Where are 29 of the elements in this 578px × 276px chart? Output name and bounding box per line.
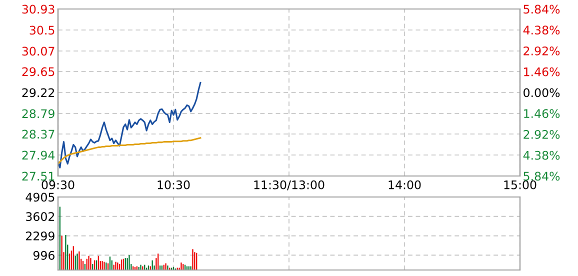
y-tick-label: 29.65 <box>22 67 54 76</box>
y-tick-label: 27.51 <box>22 172 54 181</box>
y-tick-label: 27.94 <box>22 150 55 160</box>
x-tick-label: 11:30/13:00 <box>254 180 324 190</box>
y-tick-label: 996 <box>33 250 54 260</box>
y2-tick-label: 2.92% <box>524 130 560 139</box>
x-tick-label: 15:00 <box>504 180 536 190</box>
y-tick-label: 30.07 <box>22 46 54 56</box>
y-tick-label: 28.79 <box>22 109 54 118</box>
y-tick-label: 28.37 <box>22 130 54 139</box>
y2-tick-label: 5.84% <box>524 4 560 14</box>
y-tick-label: 3602 <box>26 212 54 222</box>
line-series <box>58 82 202 168</box>
y2-tick-label: 4.38% <box>523 150 560 160</box>
y-tick-label: 2299 <box>26 232 54 240</box>
y2-tick-label: 2.92% <box>524 46 560 56</box>
x-tick-label: 10:30 <box>158 180 190 190</box>
x-tick-label: 14:00 <box>388 180 421 190</box>
y-tick-label: 30.5 <box>30 26 54 35</box>
y2-tick-label: 1.46% <box>524 67 560 76</box>
y-tick-label: 29.22 <box>22 88 54 98</box>
y2-tick-label: 1.46% <box>524 109 560 118</box>
y-tick-label: 30.93 <box>22 4 54 14</box>
y-tick-label: 4905 <box>26 192 54 202</box>
y2-tick-label: 4.38% <box>523 26 560 35</box>
y2-tick-label: 0.00% <box>524 88 560 98</box>
y2-tick-label: 5.84% <box>524 172 560 181</box>
line-series <box>58 137 202 165</box>
x-tick-label: 09:30 <box>42 180 74 190</box>
